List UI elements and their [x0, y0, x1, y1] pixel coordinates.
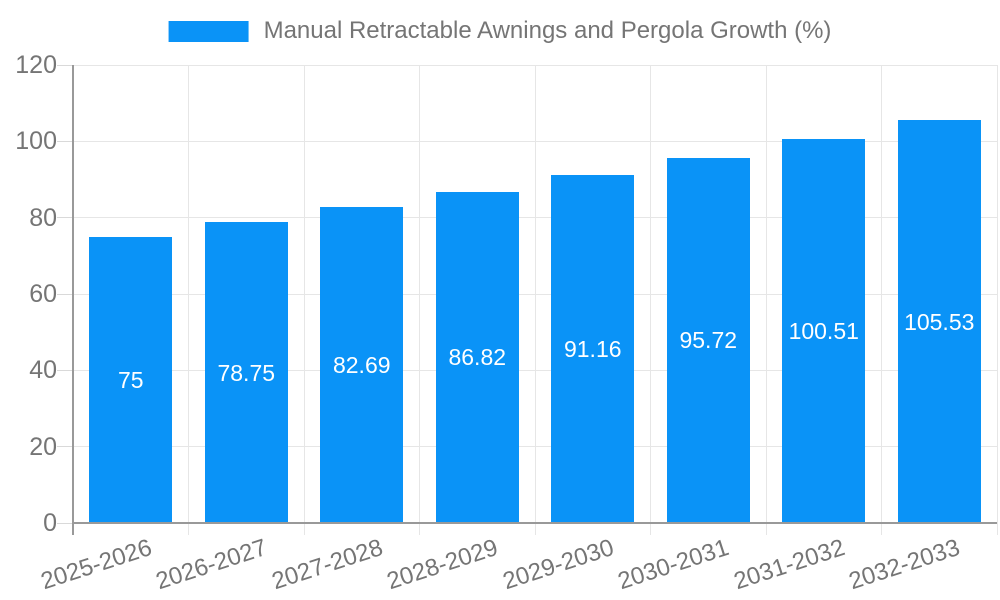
x-gridline: [881, 65, 882, 535]
bar-value-label: 105.53: [904, 308, 975, 335]
x-gridline: [303, 65, 305, 535]
x-tick-label: 2032-2033: [846, 534, 964, 596]
x-axis-line: [73, 522, 997, 524]
bar[interactable]: [666, 157, 750, 523]
x-gridline: [188, 65, 189, 535]
y-tick-label: 40: [29, 356, 57, 385]
bar[interactable]: [204, 222, 288, 523]
bar[interactable]: [897, 120, 981, 523]
y-tick-label: 20: [29, 432, 57, 461]
legend-series-label: Manual Retractable Awnings and Pergola G…: [263, 17, 832, 44]
bar-value-label: 100.51: [788, 318, 859, 345]
bar-value-label: 86.82: [448, 344, 507, 371]
bar-value-label: 82.69: [332, 352, 391, 379]
y-tick-label: 120: [15, 51, 57, 79]
x-tick-label: 2025-2026: [37, 534, 156, 596]
bar[interactable]: [320, 207, 404, 523]
x-tick-label: 2031-2032: [730, 534, 849, 596]
x-gridline: [419, 65, 420, 535]
bar-value-label: 95.72: [679, 327, 738, 354]
y-tick-mark: [57, 522, 73, 524]
bar[interactable]: [551, 175, 635, 523]
y-tick-label: 0: [43, 509, 57, 537]
x-tick-label: 2028-2029: [384, 534, 502, 596]
y-tick-mark: [57, 217, 73, 219]
bar-value-label: 75: [117, 366, 144, 393]
x-tick-label: 2029-2030: [499, 534, 618, 596]
bar[interactable]: [435, 191, 519, 523]
x-gridline: [996, 65, 998, 535]
x-tick-label: 2030-2031: [615, 534, 733, 596]
y-tick-label: 60: [29, 280, 57, 308]
y-tick-label: 80: [29, 203, 57, 232]
y-tick-mark: [57, 446, 73, 448]
y-axis-line: [72, 65, 74, 535]
x-tick-label: 2027-2028: [268, 534, 387, 596]
bar[interactable]: [89, 236, 173, 523]
bar-value-label: 78.75: [217, 359, 276, 386]
y-tick-mark: [57, 64, 73, 66]
x-gridline: [534, 65, 536, 535]
bar[interactable]: [782, 139, 866, 523]
x-tick-label: 2026-2027: [153, 534, 271, 596]
x-gridline: [765, 65, 767, 535]
bar-value-label: 91.16: [563, 336, 622, 363]
y-tick-mark: [57, 293, 73, 295]
legend[interactable]: Manual Retractable Awnings and Pergola G…: [168, 17, 832, 45]
legend-swatch-icon: [168, 20, 249, 42]
y-tick-mark: [57, 140, 73, 142]
y-tick-label: 100: [15, 127, 57, 156]
y-tick-mark: [57, 369, 73, 371]
x-gridline: [650, 65, 651, 535]
